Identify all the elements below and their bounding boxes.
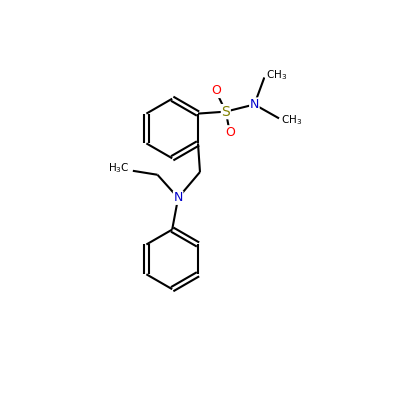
Text: S: S <box>222 105 230 119</box>
Text: N: N <box>250 98 259 111</box>
Text: N: N <box>174 191 183 204</box>
Text: O: O <box>211 84 221 98</box>
Text: CH$_3$: CH$_3$ <box>281 114 302 127</box>
Text: O: O <box>225 126 235 139</box>
Text: CH$_3$: CH$_3$ <box>266 68 287 82</box>
Text: H$_3$C: H$_3$C <box>108 161 130 174</box>
